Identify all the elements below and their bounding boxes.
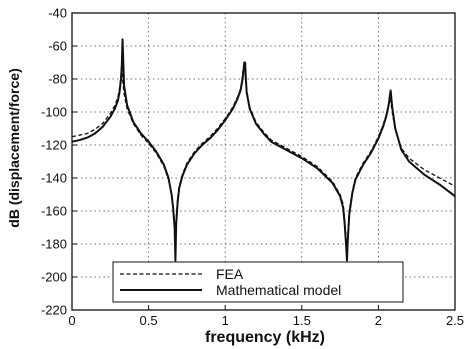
x-tick-label: 0.5: [140, 313, 158, 328]
y-tick-label: -100: [41, 105, 67, 120]
legend-box: [112, 261, 404, 303]
y-tick-label: -200: [41, 270, 67, 285]
series-layer: [71, 38, 456, 262]
tick-labels: 0 0.5 1 1.5 2 2.5 -220 -200 -180 -160 -140 -120 -100…: [41, 6, 464, 329]
legend-label-fea: FEA: [216, 266, 244, 282]
y-tick-label: -60: [48, 39, 67, 54]
plot-frame: [71, 12, 456, 311]
x-tick-label: 2: [375, 313, 382, 328]
y-tick-label: -220: [41, 303, 67, 318]
y-tick-label: -160: [41, 204, 67, 219]
y-tick-label: -180: [41, 237, 67, 252]
y-tick-label: -140: [41, 171, 67, 186]
grid: [72, 13, 455, 310]
y-tick-label: -120: [41, 138, 67, 153]
legend-label-mathematical-model: Mathematical model: [216, 282, 341, 298]
legend: FEA Mathematical model: [112, 261, 404, 303]
series-line-mathematical-model: [71, 38, 456, 262]
x-tick-label: 1.5: [293, 313, 311, 328]
ticks: [71, 12, 456, 311]
x-tick-label: 2.5: [446, 313, 464, 328]
x-tick-label: 1: [222, 313, 229, 328]
y-tick-label: -40: [48, 6, 67, 21]
x-axis-title: frequency (kHz): [205, 329, 325, 346]
y-tick-label: -80: [48, 72, 67, 87]
x-tick-label: 0: [68, 313, 75, 328]
y-axis-title: dB (displacement/force): [6, 68, 22, 227]
